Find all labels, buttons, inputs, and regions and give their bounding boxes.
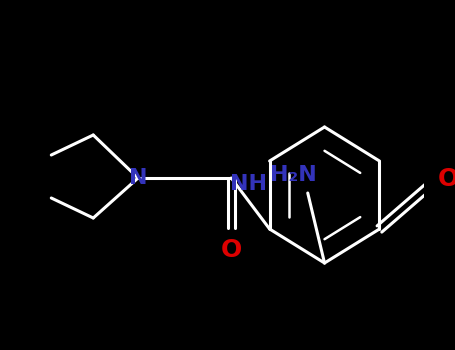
Text: H₂N: H₂N xyxy=(270,165,317,185)
Text: NH: NH xyxy=(230,174,267,194)
Text: O: O xyxy=(438,167,455,191)
Text: N: N xyxy=(129,168,147,188)
Text: O: O xyxy=(221,238,242,262)
